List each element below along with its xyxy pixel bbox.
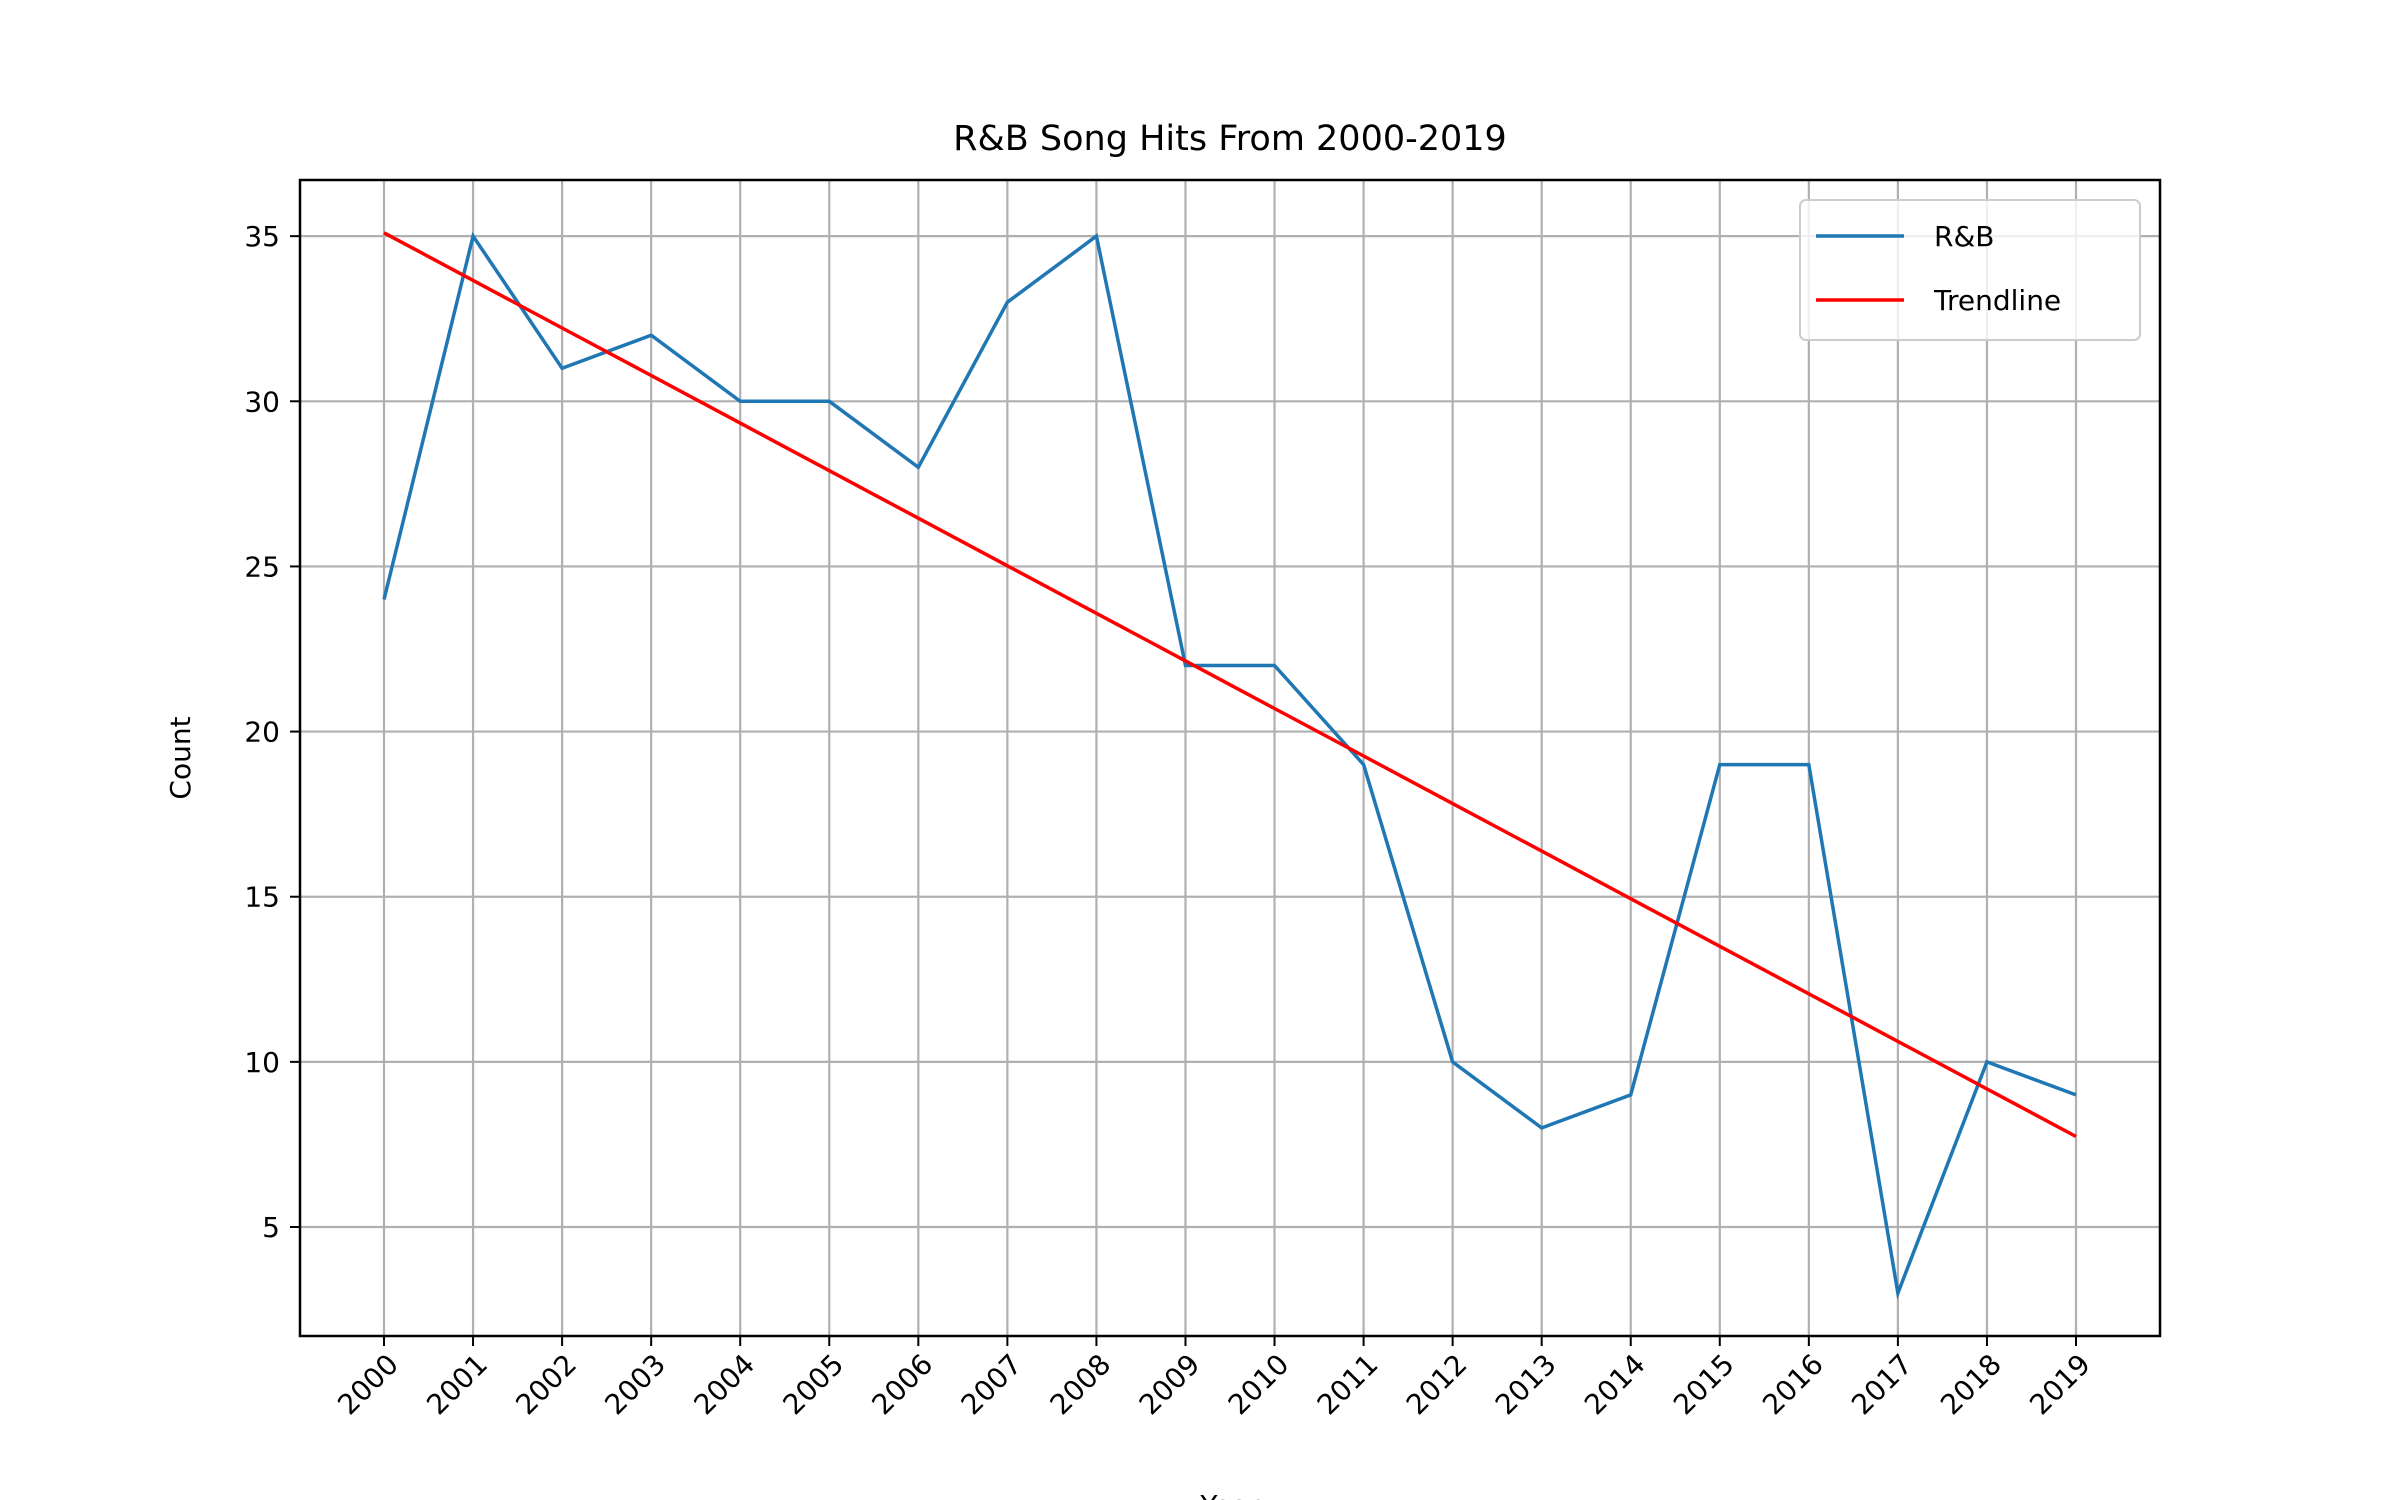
x-tick-label: 2010: [1222, 1348, 1296, 1422]
x-tick-label: 2017: [1845, 1348, 1919, 1422]
x-tick-label: 2002: [509, 1348, 583, 1422]
x-tick-label: 2018: [1934, 1348, 2008, 1422]
y-tick-label: 35: [244, 220, 280, 253]
y-axis-ticks: 5 10 15 20 25 30 35: [244, 220, 300, 1244]
x-tick-label: 2011: [1311, 1348, 1385, 1422]
legend: R&B Trendline: [1799, 199, 2141, 341]
series-line-trendline: [383, 231, 2077, 1139]
x-tick-label: 2008: [1044, 1348, 1118, 1422]
series-lines: [382, 231, 2077, 1300]
x-tick-label: 2009: [1133, 1348, 1207, 1422]
x-axis-ticks: 2000 2001 2002 2003 2004 2005 2006 2007 2008 2009…: [331, 1336, 2097, 1421]
x-tick-label: 2000: [331, 1348, 405, 1422]
grid-lines: [300, 180, 2160, 1336]
x-tick-label: 2006: [866, 1348, 940, 1422]
chart-title: R&B Song Hits From 2000-2019: [953, 119, 1507, 159]
legend-label: Trendline: [1933, 284, 2061, 317]
y-tick-label: 25: [244, 550, 280, 583]
x-tick-label: 2014: [1578, 1348, 1652, 1422]
y-tick-label: 15: [244, 881, 280, 914]
x-tick-label: 2015: [1667, 1348, 1741, 1422]
y-tick-label: 20: [244, 716, 280, 749]
series-line-r-b: [382, 231, 2077, 1300]
x-tick-label: 2003: [598, 1348, 672, 1422]
y-tick-label: 5: [262, 1211, 280, 1244]
y-tick-label: 10: [244, 1046, 280, 1079]
x-tick-label: 2005: [776, 1348, 850, 1422]
x-axis-label: Year: [1199, 1489, 1260, 1500]
x-tick-label: 2016: [1756, 1348, 1830, 1422]
x-tick-label: 2019: [2023, 1348, 2097, 1422]
y-tick-label: 30: [244, 385, 280, 418]
y-axis-label: Count: [164, 716, 197, 799]
x-tick-label: 2001: [420, 1348, 494, 1422]
plot-area-frame: [298, 178, 2162, 1338]
x-tick-label: 2013: [1489, 1348, 1563, 1422]
x-tick-label: 2007: [955, 1348, 1029, 1422]
x-tick-label: 2004: [687, 1348, 761, 1422]
legend-label: R&B: [1934, 220, 1995, 253]
x-tick-label: 2012: [1400, 1348, 1474, 1422]
